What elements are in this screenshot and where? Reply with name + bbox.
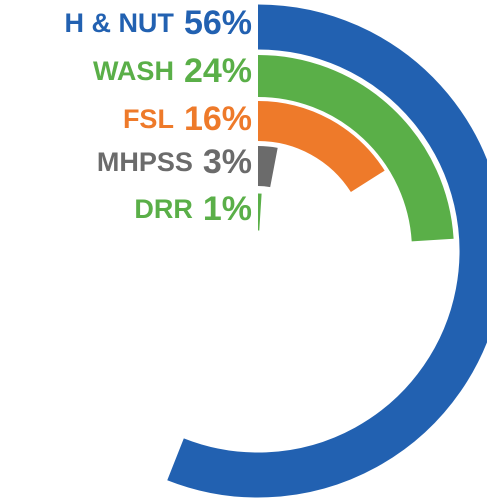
ring-bar: [167, 4, 487, 498]
value-label: 1%: [203, 190, 252, 228]
ring-bar: [257, 101, 385, 193]
bar-label: H & NUT 56%: [64, 4, 252, 42]
value-label: 56%: [184, 4, 252, 42]
value-label: 16%: [184, 100, 252, 138]
value-label: 3%: [203, 143, 252, 181]
ring-bar: [257, 55, 454, 242]
bar-label: WASH 24%: [93, 52, 252, 90]
bar-label: FSL 16%: [123, 100, 252, 138]
value-label: 24%: [184, 52, 252, 90]
category-label: FSL: [123, 104, 174, 134]
category-label: H & NUT: [64, 8, 174, 38]
category-label: WASH: [93, 56, 174, 86]
category-label: MHPSS: [97, 147, 193, 177]
bar-label: DRR 1%: [134, 190, 252, 228]
category-label: DRR: [134, 194, 193, 224]
ring-bar: [257, 146, 278, 188]
bar-label: MHPSS 3%: [97, 143, 252, 181]
